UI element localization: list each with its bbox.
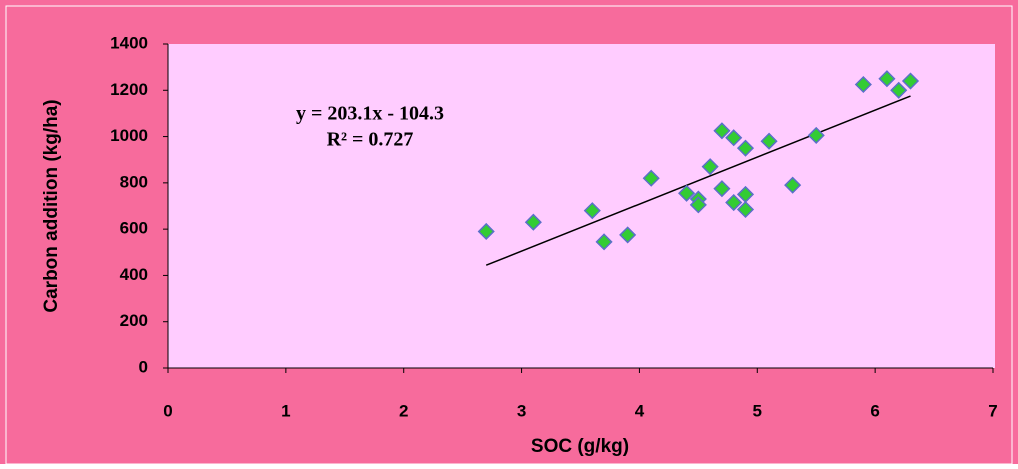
x-tick-label: 7 (988, 401, 997, 420)
y-tick-label: 0 (139, 357, 148, 376)
data-point (901, 72, 920, 90)
y-tick-label: 1400 (110, 33, 148, 52)
data-point (689, 196, 707, 214)
x-axis-title: SOC (g/kg) (531, 436, 629, 457)
data-point (736, 139, 755, 157)
data-point (725, 129, 743, 147)
x-tick-label: 6 (870, 401, 879, 420)
data-point (784, 176, 802, 194)
x-tick-label: 3 (517, 401, 526, 420)
data-point (725, 193, 743, 212)
data-point (524, 213, 542, 231)
y-tick-label: 400 (120, 265, 148, 284)
y-tick-label: 200 (120, 311, 148, 330)
plot-area (168, 44, 995, 368)
data-point (760, 132, 778, 150)
data-point (477, 222, 495, 241)
data-point (736, 200, 755, 219)
data-point (713, 180, 731, 198)
trendline (485, 95, 911, 266)
data-point (678, 184, 696, 202)
data-point (583, 202, 601, 220)
data-point (595, 233, 613, 251)
data-point (701, 158, 719, 176)
data-point (854, 75, 872, 94)
x-tick-label: 1 (281, 401, 290, 420)
x-tick-label: 2 (399, 401, 408, 420)
data-point (713, 122, 731, 140)
y-axis-title: Carbon addition (kg/ha) (41, 99, 62, 312)
data-point (878, 70, 896, 88)
data-point (807, 126, 825, 144)
x-tick-label: 0 (163, 401, 172, 420)
data-point (619, 226, 637, 244)
x-tick-label: 5 (753, 401, 762, 420)
y-tick-label: 1000 (110, 126, 148, 145)
equation-label: y = 203.1x - 104.3 (296, 103, 444, 125)
y-tick-label: 1200 (110, 80, 148, 99)
r-squared-label: R² = 0.727 (327, 129, 414, 151)
y-tick-label: 600 (120, 219, 148, 238)
data-point (890, 81, 908, 99)
y-tick-label: 800 (120, 172, 148, 191)
x-tick-label: 4 (635, 401, 645, 420)
data-point (642, 169, 660, 187)
